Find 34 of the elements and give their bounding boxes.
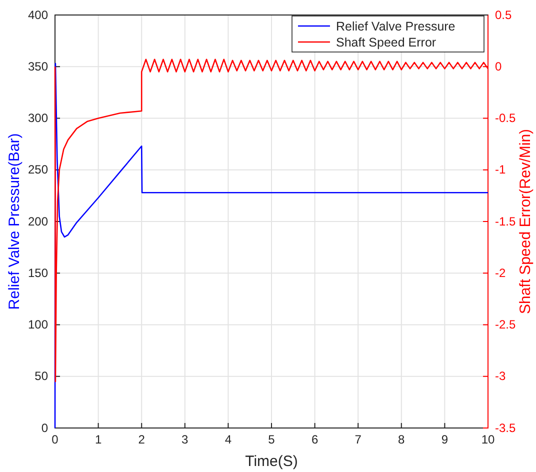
x-tick-label: 10 xyxy=(481,432,495,447)
y2-tick-label: 0 xyxy=(495,59,502,74)
legend-label: Shaft Speed Error xyxy=(336,36,436,50)
y-tick-label: 150 xyxy=(28,266,48,280)
x-tick-label: 1 xyxy=(94,432,102,447)
y2-tick-label: -0.5 xyxy=(495,111,516,126)
y2-tick-label: -1.5 xyxy=(495,214,516,228)
y2-tick-label: -2 xyxy=(495,266,506,280)
x-tick-label: 4 xyxy=(224,432,232,447)
y2-axis-title: Shaft Speed Error(Rev/Min) xyxy=(517,128,534,314)
x-tick-label: 7 xyxy=(354,432,362,447)
y-tick-label: 350 xyxy=(28,59,48,74)
y-tick-label: 300 xyxy=(28,111,48,126)
y2-tick-label: 0.5 xyxy=(495,8,512,22)
x-tick-label: 0 xyxy=(52,432,59,447)
y-tick-label: 50 xyxy=(34,369,48,384)
y-tick-label: 250 xyxy=(28,162,48,177)
y-tick-label: 400 xyxy=(28,8,48,22)
x-tick-label: 2 xyxy=(138,432,146,447)
y2-tick-label: -2.5 xyxy=(495,318,516,332)
y2-tick-label: -1 xyxy=(495,162,506,177)
x-tick-label: 6 xyxy=(311,432,318,447)
legend-label: Relief Valve Pressure xyxy=(336,20,456,34)
x-tick-label: 5 xyxy=(268,432,276,447)
y-tick-label: 100 xyxy=(28,318,48,332)
y-tick-label: 200 xyxy=(28,214,48,228)
y2-tick-label: -3 xyxy=(495,369,506,384)
y-tick-label: 0 xyxy=(41,420,48,435)
y2-tick-label: -3.5 xyxy=(495,420,516,435)
y-axis-title: Relief Valve Pressure(Bar) xyxy=(6,133,23,310)
x-tick-label: 8 xyxy=(398,432,406,447)
x-tick-label: 3 xyxy=(182,432,189,447)
x-axis-title: Time(S) xyxy=(245,453,298,470)
x-tick-label: 9 xyxy=(441,432,448,447)
